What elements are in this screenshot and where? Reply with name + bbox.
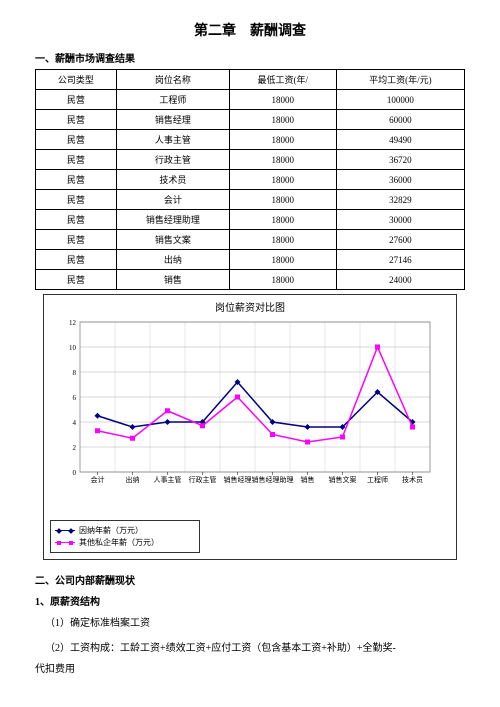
table-cell: 销售经理 xyxy=(116,110,229,130)
legend-label-1: 因纳年薪（万元） xyxy=(79,525,143,536)
table-cell: 60000 xyxy=(336,110,464,130)
table-row: 民营出纳1800027146 xyxy=(36,250,465,270)
legend-label-2: 其他私企年薪（万元） xyxy=(79,537,159,548)
table-cell: 18000 xyxy=(229,110,336,130)
table-cell: 民营 xyxy=(36,110,117,130)
svg-text:10: 10 xyxy=(69,344,77,352)
svg-text:12: 12 xyxy=(69,319,77,327)
legend-item-2: 其他私企年薪（万元） xyxy=(55,537,195,548)
table-row: 民营人事主管1800049490 xyxy=(36,130,465,150)
svg-text:人事主管: 人事主管 xyxy=(154,475,182,484)
table-cell: 24000 xyxy=(336,270,464,290)
svg-text:销售经理: 销售经理 xyxy=(224,475,252,484)
legend-item-1: 因纳年薪（万元） xyxy=(55,525,195,536)
table-cell: 行政主管 xyxy=(116,150,229,170)
table-header: 岗位名称 xyxy=(116,70,229,90)
svg-text:0: 0 xyxy=(73,469,77,477)
table-header: 公司类型 xyxy=(36,70,117,90)
svg-text:4: 4 xyxy=(73,419,77,427)
salary-table: 公司类型岗位名称最低工资(年/平均工资(年/元) 民营工程师1800010000… xyxy=(35,69,465,290)
table-cell: 销售 xyxy=(116,270,229,290)
table-row: 民营行政主管1800036720 xyxy=(36,150,465,170)
table-cell: 18000 xyxy=(229,130,336,150)
sub-1: 1、原薪资结构 xyxy=(35,593,465,608)
table-cell: 民营 xyxy=(36,170,117,190)
table-cell: 民营 xyxy=(36,250,117,270)
table-cell: 30000 xyxy=(336,210,464,230)
table-row: 民营技术员1800036000 xyxy=(36,170,465,190)
table-cell: 18000 xyxy=(229,150,336,170)
table-row: 民营工程师18000100000 xyxy=(36,90,465,110)
table-cell: 人事主管 xyxy=(116,130,229,150)
sub-1-2a: （2）工资构成：工龄工资+绩效工资+应付工资（包含基本工资+补助）+全勤奖- xyxy=(35,639,465,654)
square-marker-icon xyxy=(55,542,75,543)
table-header: 平均工资(年/元) xyxy=(336,70,464,90)
table-cell: 会计 xyxy=(116,190,229,210)
table-cell: 18000 xyxy=(229,190,336,210)
table-cell: 销售文案 xyxy=(116,230,229,250)
chart-svg: 0 2 4 6 8 10 12 会计 出纳 人事主管行政主管销售经理销售经理助理销售 销售文案 工程师… xyxy=(50,316,438,516)
svg-text:6: 6 xyxy=(73,394,77,402)
table-header: 最低工资(年/ xyxy=(229,70,336,90)
table-cell: 出纳 xyxy=(116,250,229,270)
section-1-heading: 一、薪酬市场调查结果 xyxy=(35,50,465,65)
table-cell: 18000 xyxy=(229,210,336,230)
svg-text:8: 8 xyxy=(73,369,77,377)
table-cell: 民营 xyxy=(36,90,117,110)
table-cell: 18000 xyxy=(229,250,336,270)
svg-text:2: 2 xyxy=(73,444,77,452)
svg-text:技术员: 技术员 xyxy=(402,475,423,484)
svg-text:出纳: 出纳 xyxy=(126,475,140,484)
table-cell: 工程师 xyxy=(116,90,229,110)
sub-1-1: （1）确定标准档案工资 xyxy=(35,614,465,629)
table-cell: 18000 xyxy=(229,170,336,190)
chart-title: 岗位薪资对比图 xyxy=(50,299,450,314)
table-row: 民营销售经理1800060000 xyxy=(36,110,465,130)
table-row: 民营会计1800032829 xyxy=(36,190,465,210)
table-cell: 49490 xyxy=(336,130,464,150)
table-cell: 32829 xyxy=(336,190,464,210)
table-cell: 民营 xyxy=(36,130,117,150)
diamond-marker-icon xyxy=(55,530,75,531)
table-row: 民营销售文案1800027600 xyxy=(36,230,465,250)
table-cell: 36720 xyxy=(336,150,464,170)
svg-text:会计: 会计 xyxy=(91,475,105,484)
table-cell: 民营 xyxy=(36,210,117,230)
table-cell: 18000 xyxy=(229,230,336,250)
section-2-heading: 二、公司内部薪酬现状 xyxy=(35,572,465,587)
table-cell: 民营 xyxy=(36,270,117,290)
sub-1-2b: 代扣费用 xyxy=(35,660,465,675)
salary-chart: 岗位薪资对比图 024681012会计出纳人事主管行政主管销售经理销售经理助理销… xyxy=(43,294,457,560)
svg-text:销售文案: 销售文案 xyxy=(329,475,357,484)
svg-text:工程师: 工程师 xyxy=(367,475,388,484)
table-cell: 民营 xyxy=(36,190,117,210)
svg-text:销售: 销售 xyxy=(301,475,315,484)
table-row: 民营销售1800024000 xyxy=(36,270,465,290)
table-cell: 民营 xyxy=(36,150,117,170)
table-cell: 18000 xyxy=(229,90,336,110)
table-cell: 36000 xyxy=(336,170,464,190)
chapter-title: 第二章 薪酬调查 xyxy=(35,20,465,40)
table-cell: 27146 xyxy=(336,250,464,270)
svg-text:销售经理助理: 销售经理助理 xyxy=(252,475,294,484)
table-cell: 18000 xyxy=(229,270,336,290)
table-cell: 27600 xyxy=(336,230,464,250)
svg-text:行政主管: 行政主管 xyxy=(189,475,217,484)
table-cell: 销售经理助理 xyxy=(116,210,229,230)
table-cell: 技术员 xyxy=(116,170,229,190)
chart-legend: 因纳年薪（万元） 其他私企年薪（万元） xyxy=(50,520,200,553)
table-row: 民营销售经理助理1800030000 xyxy=(36,210,465,230)
table-cell: 100000 xyxy=(336,90,464,110)
table-cell: 民营 xyxy=(36,230,117,250)
